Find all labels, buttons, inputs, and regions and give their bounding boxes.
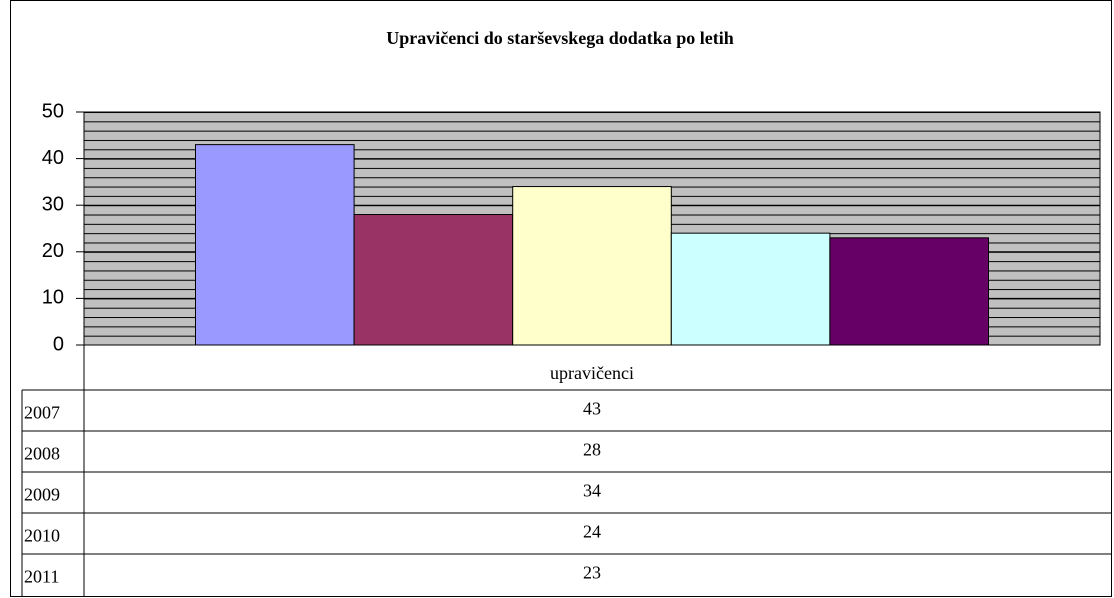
bar bbox=[353, 214, 514, 346]
y-tick-label: 30 bbox=[42, 193, 64, 215]
y-tick-label: 20 bbox=[42, 240, 64, 262]
table-row-label: 2011 bbox=[24, 567, 59, 587]
table-row-label: 2007 bbox=[24, 403, 60, 423]
table-value: 34 bbox=[583, 481, 601, 501]
bar bbox=[670, 232, 831, 346]
table-row-label: 2009 bbox=[24, 485, 60, 505]
table-value: 43 bbox=[583, 399, 601, 419]
bar bbox=[195, 144, 355, 346]
table-value: 23 bbox=[583, 563, 601, 583]
y-tick-label: 40 bbox=[42, 147, 64, 169]
y-tick-label: 0 bbox=[53, 333, 64, 355]
bar bbox=[829, 237, 990, 346]
table-row-label: 2010 bbox=[24, 526, 60, 546]
table-row-label: 2008 bbox=[24, 444, 60, 464]
bar bbox=[512, 186, 672, 346]
y-tick-label: 50 bbox=[42, 100, 64, 122]
table-value: 24 bbox=[583, 522, 601, 542]
table-value: 28 bbox=[583, 440, 601, 460]
x-tick-label: upravičenci bbox=[550, 363, 634, 383]
y-tick-label: 10 bbox=[42, 287, 64, 309]
chart-title: Upravičenci do starševskega dodatka po l… bbox=[386, 28, 734, 48]
